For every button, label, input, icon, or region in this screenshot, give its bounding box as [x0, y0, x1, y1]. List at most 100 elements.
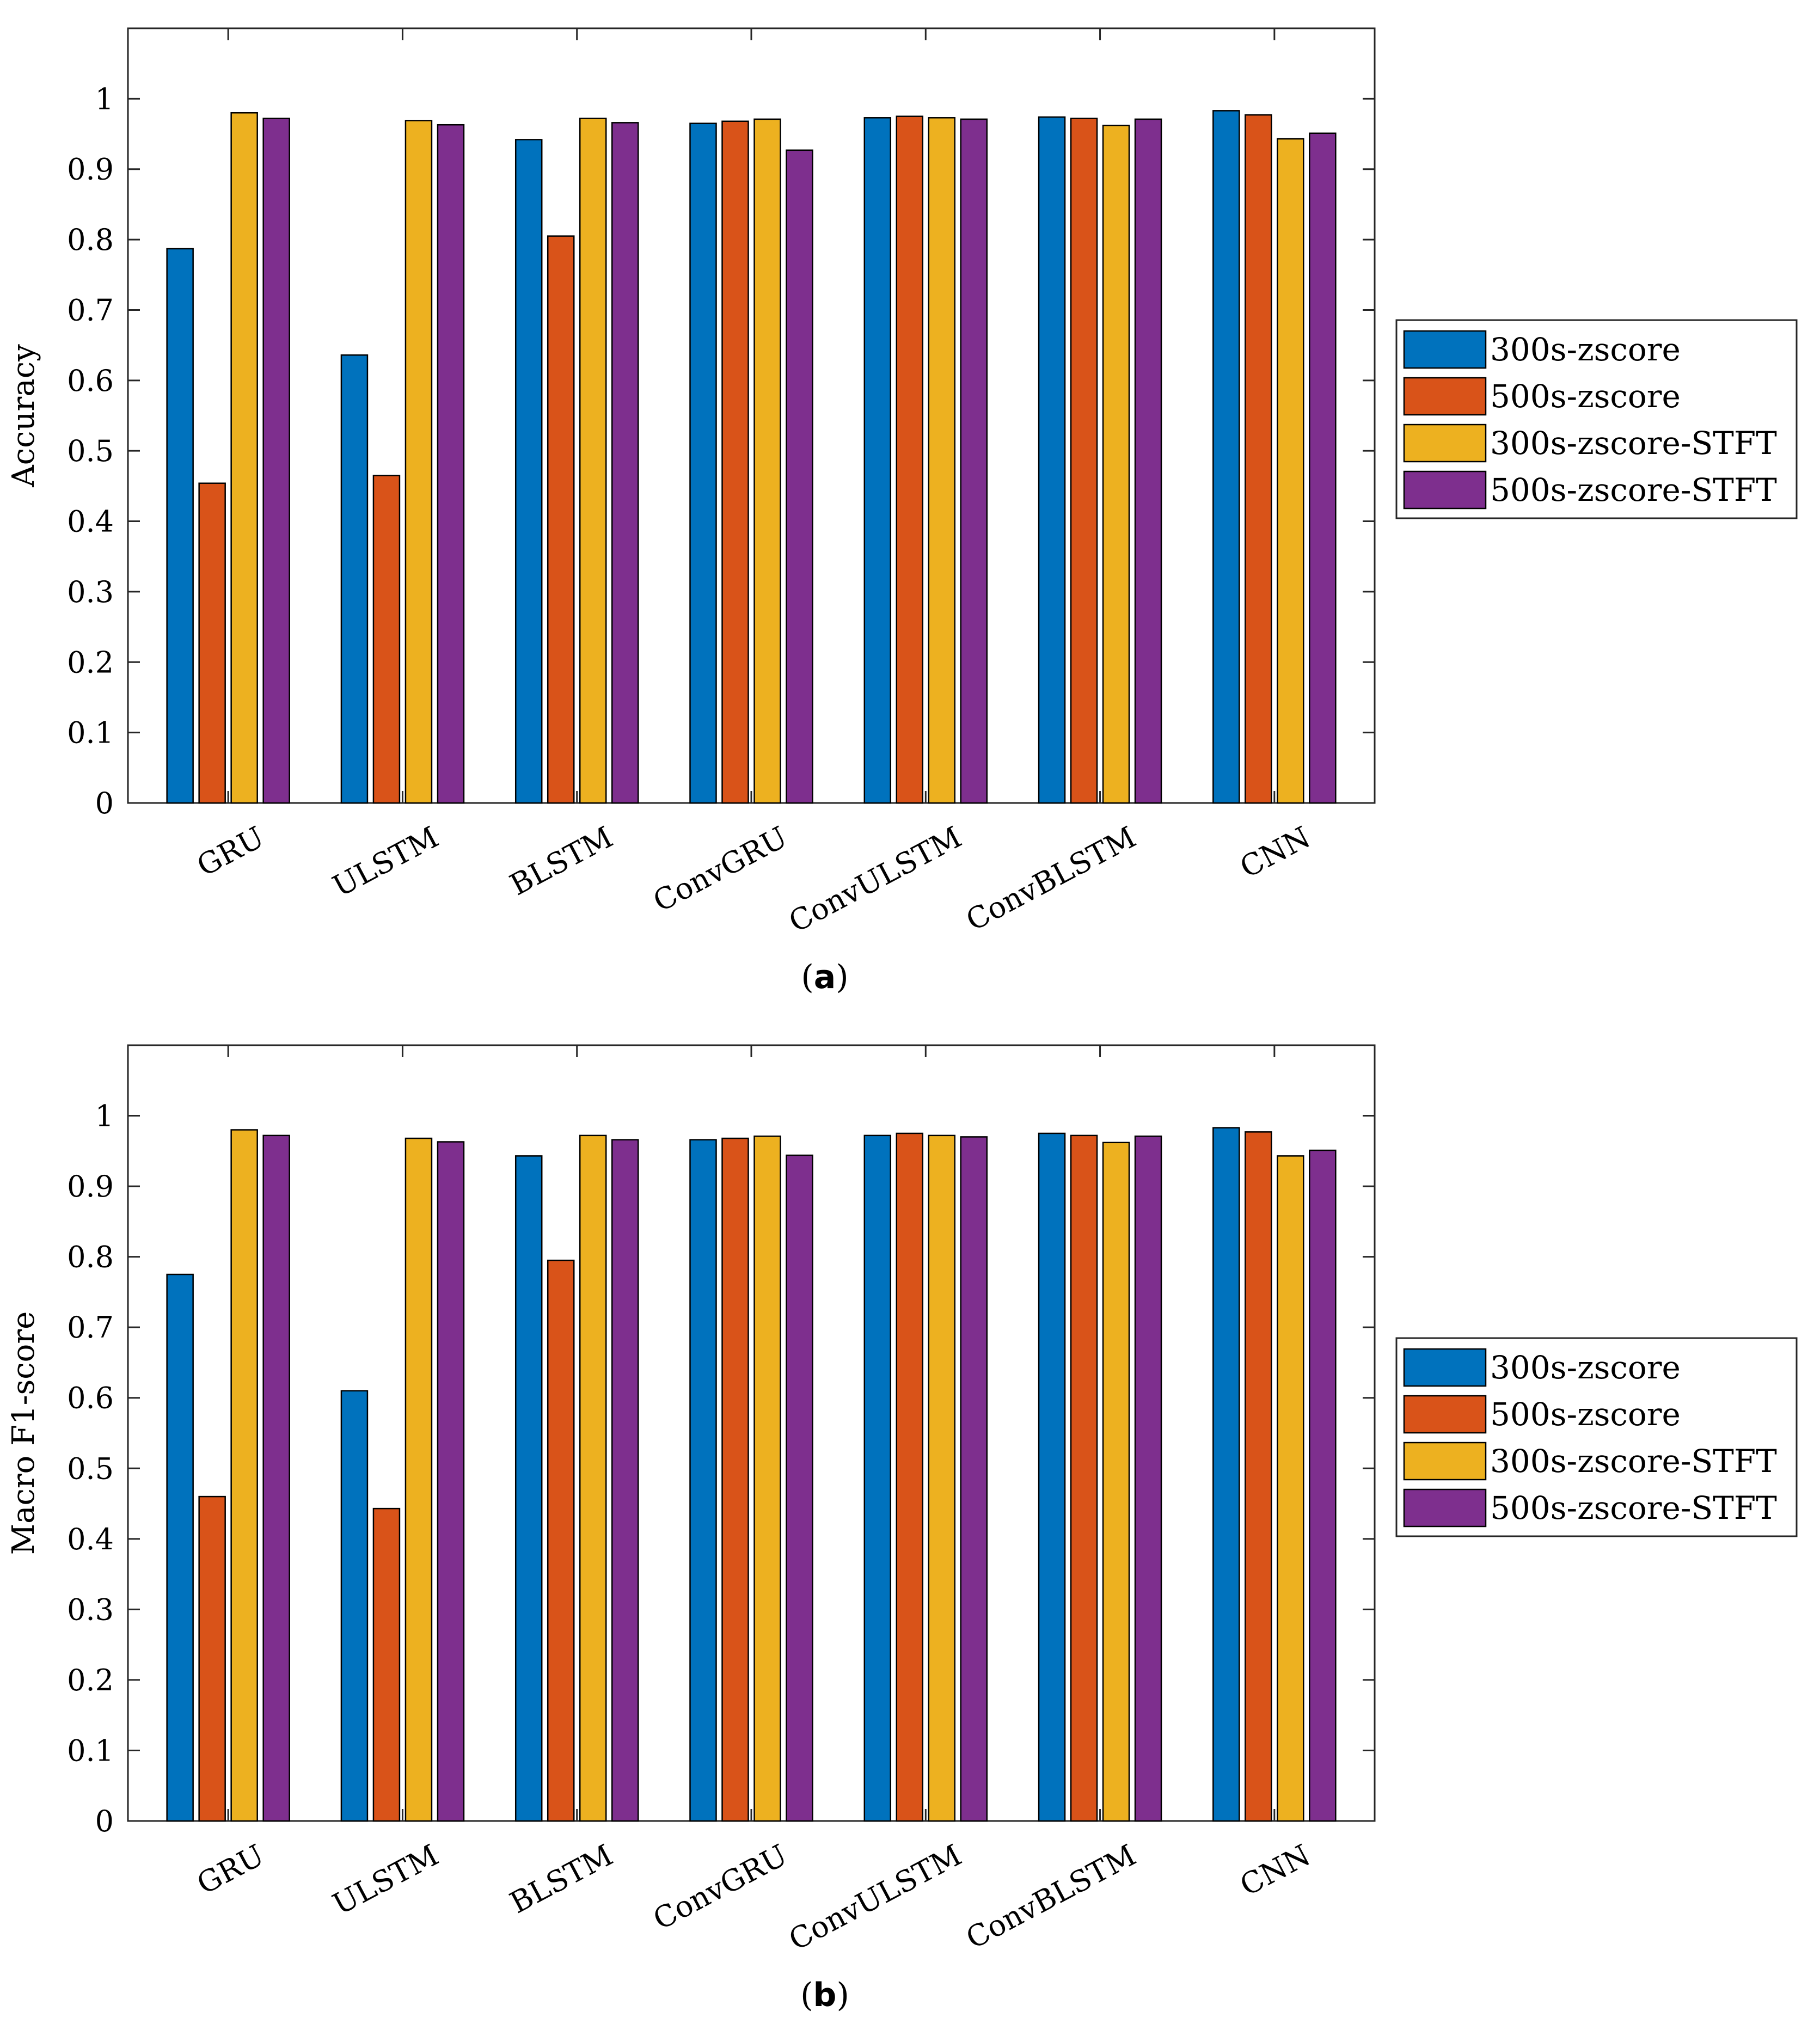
bar-500s-zscore-STFT-GRU — [262, 118, 290, 804]
y-tick-label: 0 — [95, 786, 114, 820]
bar-300s-zscore-STFT-ULSTM — [405, 120, 433, 804]
bar-300s-zscore-STFT-ConvBLSTM — [1102, 1142, 1130, 1822]
y-tick-label: 0.6 — [67, 364, 114, 398]
bar-300s-zscore-ULSTM — [340, 1390, 369, 1822]
y-tick-label: 0.8 — [67, 1240, 114, 1274]
bar-300s-zscore-STFT-GRU — [230, 1129, 258, 1822]
bar-500s-zscore-ConvGRU — [721, 120, 749, 804]
y-tick-label: 0.2 — [67, 1663, 114, 1697]
y-tick-label: 0.4 — [67, 1522, 114, 1556]
legend-swatch-300s-zscore-STFT — [1403, 1442, 1487, 1481]
y-tick-label: 0.7 — [67, 1310, 114, 1345]
bar-300s-zscore-GRU — [166, 248, 194, 804]
y-tick-label: 0.5 — [67, 1451, 114, 1486]
bar-500s-zscore-STFT-ULSTM — [437, 1141, 465, 1822]
y-tick-label: 0.6 — [67, 1381, 114, 1415]
bar-500s-zscore-STFT-ConvULSTM — [960, 1136, 988, 1822]
y-tick-label: 1 — [95, 82, 114, 116]
legend-label: 500s-zscore — [1490, 378, 1681, 415]
legend-swatch-500s-zscore — [1403, 1395, 1487, 1434]
bar-300s-zscore-BLSTM — [514, 139, 543, 804]
chart-a: 00.10.20.30.40.50.60.70.80.91AccuracyGRU… — [6, 27, 1798, 996]
caption-letter: b — [813, 1976, 837, 2014]
bar-300s-zscore-ConvGRU — [689, 122, 717, 804]
legend-swatch-300s-zscore — [1403, 1348, 1487, 1387]
chart-b: 0 0.1 0.2 0.3 0.4 0.5 0.6 0.7 0.8 0.9 1 Macro F1-sc… — [6, 1044, 1798, 2014]
bar-300s-zscore-STFT-ConvBLSTM — [1102, 125, 1130, 804]
bar-500s-zscore-ConvBLSTM — [1070, 118, 1098, 804]
bar-500s-zscore-STFT-ULSTM — [437, 124, 465, 804]
bar-500s-zscore-BLSTM — [547, 1259, 575, 1822]
legend-swatch-500s-zscore-STFT — [1403, 470, 1487, 510]
bar-300s-zscore-GRU — [166, 1273, 194, 1822]
caption-letter: a — [814, 958, 836, 996]
bar-300s-zscore-STFT-ConvULSTM — [928, 1134, 956, 1822]
bar-500s-zscore-ConvULSTM — [896, 115, 924, 804]
bar-500s-zscore-STFT-BLSTM — [611, 1139, 639, 1822]
y-axis-label: Macro F1-score — [6, 1311, 41, 1555]
y-tick-label: 0.9 — [67, 1169, 114, 1204]
bar-300s-zscore-STFT-BLSTM — [579, 118, 607, 804]
bar-500s-zscore-STFT-ConvBLSTM — [1134, 118, 1162, 804]
bar-300s-zscore-STFT-ULSTM — [405, 1137, 433, 1822]
y-tick-label: 0.7 — [67, 293, 114, 327]
bar-300s-zscore-ConvBLSTM — [1038, 116, 1066, 804]
legend-swatch-300s-zscore-STFT — [1403, 424, 1487, 463]
bar-300s-zscore-STFT-CNN — [1277, 138, 1304, 804]
y-tick-label: 0.1 — [67, 716, 114, 750]
y-axis-label: Accuracy — [6, 344, 41, 488]
bar-500s-zscore-STFT-ConvGRU — [786, 149, 813, 804]
bar-300s-zscore-STFT-GRU — [230, 112, 258, 804]
legend-label: 300s-zscore-STFT — [1490, 1443, 1777, 1480]
bar-300s-zscore-STFT-ConvGRU — [753, 118, 781, 804]
legend-swatch-300s-zscore — [1403, 330, 1487, 369]
legend-label: 300s-zscore-STFT — [1490, 425, 1777, 462]
bar-500s-zscore-ULSTM — [372, 475, 401, 804]
bar-300s-zscore-ConvGRU — [689, 1139, 717, 1822]
legend-label: 300s-zscore — [1490, 331, 1681, 368]
legend-swatch-500s-zscore-STFT — [1403, 1488, 1487, 1528]
bar-500s-zscore-STFT-ConvULSTM — [960, 118, 988, 804]
y-tick-label: 0.5 — [67, 434, 114, 468]
bar-500s-zscore-GRU — [198, 482, 226, 804]
y-tick-label: 0.8 — [67, 223, 114, 257]
bar-300s-zscore-ConvBLSTM — [1038, 1132, 1066, 1822]
bar-500s-zscore-STFT-ConvBLSTM — [1134, 1135, 1162, 1822]
bar-500s-zscore-STFT-BLSTM — [611, 122, 639, 804]
legend-label: 500s-zscore-STFT — [1490, 471, 1777, 508]
bar-500s-zscore-BLSTM — [547, 235, 575, 804]
bar-500s-zscore-STFT-GRU — [262, 1134, 290, 1822]
y-tick-label: 0.4 — [67, 505, 114, 539]
bar-300s-zscore-BLSTM — [514, 1155, 543, 1822]
bar-500s-zscore-GRU — [198, 1495, 226, 1822]
bar-300s-zscore-CNN — [1212, 110, 1240, 804]
legend-label: 300s-zscore — [1490, 1349, 1681, 1386]
bar-300s-zscore-CNN — [1212, 1127, 1240, 1822]
bar-300s-zscore-STFT-BLSTM — [579, 1134, 607, 1822]
y-tick-label: 0.3 — [67, 575, 114, 609]
bar-300s-zscore-STFT-ConvGRU — [753, 1135, 781, 1822]
legend: 300s-zscore 500s-zscore 300s-zscore-STFT 50… — [1395, 1337, 1798, 1537]
bar-500s-zscore-STFT-ConvGRU — [786, 1154, 813, 1822]
bar-500s-zscore-ULSTM — [372, 1507, 401, 1822]
legend-label: 500s-zscore-STFT — [1490, 1489, 1777, 1526]
bar-500s-zscore-STFT-CNN — [1309, 132, 1337, 804]
bar-300s-zscore-STFT-CNN — [1277, 1155, 1304, 1822]
bar-500s-zscore-CNN — [1245, 1131, 1272, 1822]
y-tick-label: 0.3 — [67, 1592, 114, 1627]
y-tick-label: 0.9 — [67, 152, 114, 187]
y-tick-label: 0.1 — [67, 1733, 114, 1768]
bar-300s-zscore-STFT-ConvULSTM — [928, 117, 956, 804]
bar-300s-zscore-ConvULSTM — [863, 117, 892, 804]
bar-500s-zscore-ConvGRU — [721, 1137, 749, 1822]
y-tick-label: 1 — [95, 1099, 114, 1133]
y-tick-label: 0 — [95, 1804, 114, 1838]
bar-500s-zscore-CNN — [1245, 114, 1272, 804]
bar-300s-zscore-ULSTM — [340, 354, 369, 804]
bar-500s-zscore-ConvULSTM — [896, 1132, 924, 1822]
legend-label: 500s-zscore — [1490, 1396, 1681, 1433]
legend-swatch-500s-zscore — [1403, 377, 1487, 416]
y-tick-label: 0.2 — [67, 645, 114, 679]
